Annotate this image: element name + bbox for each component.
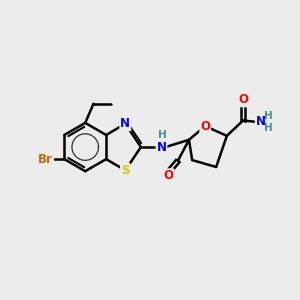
- Text: S: S: [121, 164, 130, 177]
- Text: O: O: [164, 169, 173, 182]
- Text: N: N: [157, 141, 166, 154]
- Text: O: O: [238, 93, 248, 106]
- Text: H: H: [264, 111, 273, 121]
- Text: H: H: [264, 123, 273, 133]
- Text: N: N: [120, 117, 130, 130]
- Text: O: O: [200, 120, 210, 133]
- Text: H: H: [158, 130, 167, 140]
- Text: Br: Br: [38, 153, 53, 166]
- Text: N: N: [256, 116, 266, 128]
